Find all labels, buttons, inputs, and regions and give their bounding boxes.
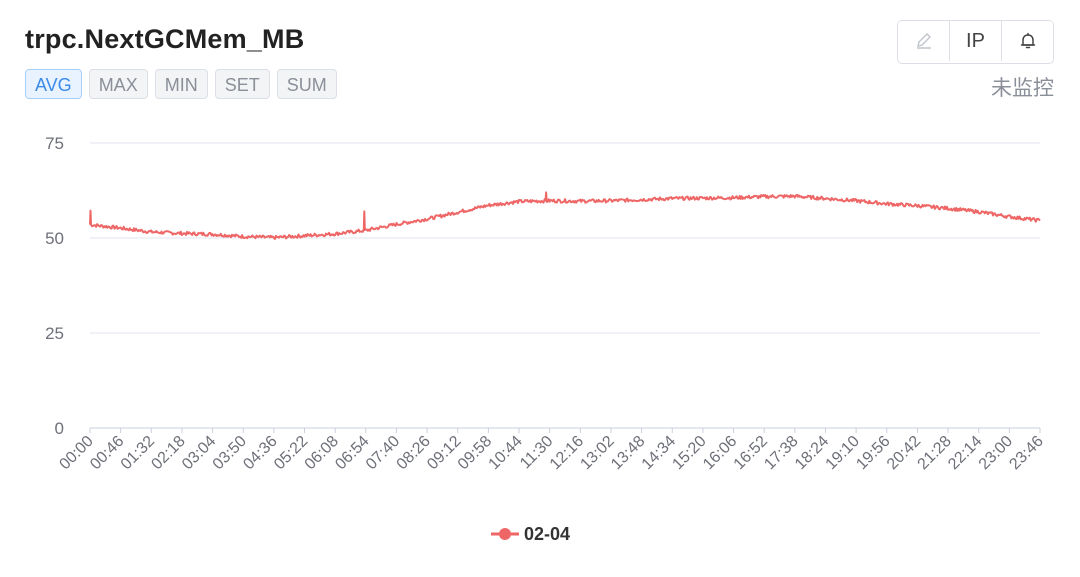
x-tick-label: 09:58 <box>455 433 495 473</box>
pencil-icon <box>916 33 931 49</box>
x-tick-label: 15:20 <box>669 433 709 473</box>
y-tick-label: 25 <box>45 324 64 343</box>
x-tick-label: 13:02 <box>577 433 617 473</box>
tab-max[interactable]: MAX <box>88 69 148 99</box>
tab-set[interactable]: SET <box>214 69 270 99</box>
toolbar: IP <box>897 20 1054 64</box>
y-tick-label: 75 <box>45 134 64 153</box>
aggregation-tabs: AVG MAX MIN SET SUM <box>25 69 337 99</box>
x-tick-label: 14:34 <box>639 433 679 473</box>
x-tick-label: 16:52 <box>731 433 771 473</box>
x-tick-label: 23:46 <box>1006 433 1046 473</box>
x-tick-label: 10:44 <box>486 433 526 473</box>
edit-button[interactable] <box>898 21 950 61</box>
x-tick-label: 03:50 <box>210 433 250 473</box>
tab-min[interactable]: MIN <box>154 69 208 99</box>
legend-marker <box>499 528 511 540</box>
x-tick-label: 18:24 <box>792 433 832 473</box>
bell-icon <box>1020 32 1035 49</box>
x-tick-label: 09:12 <box>424 433 464 473</box>
x-tick-label: 19:56 <box>853 433 893 473</box>
series-line-02-04 <box>89 191 1041 240</box>
x-tick-label: 01:32 <box>118 433 158 473</box>
tab-sum[interactable]: SUM <box>276 69 337 99</box>
metric-title: trpc.NextGCMem_MB <box>25 24 305 54</box>
x-tick-label: 21:28 <box>915 433 955 473</box>
x-tick-label: 20:42 <box>884 433 924 473</box>
x-tick-label: 13:48 <box>608 433 648 473</box>
x-tick-label: 22:14 <box>945 433 985 473</box>
x-tick-label: 05:22 <box>271 433 311 473</box>
x-tick-label: 00:00 <box>56 433 96 473</box>
x-tick-label: 04:36 <box>240 433 280 473</box>
x-tick-label: 07:40 <box>363 433 403 473</box>
x-tick-label: 00:46 <box>87 433 127 473</box>
x-tick-label: 23:00 <box>976 433 1016 473</box>
monitor-status: 未监控 <box>991 77 1054 100</box>
tab-avg[interactable]: AVG <box>25 69 82 99</box>
x-tick-label: 03:04 <box>179 433 219 473</box>
x-tick-label: 06:08 <box>302 433 342 473</box>
x-tick-label: 17:38 <box>761 433 801 473</box>
alarm-button[interactable] <box>1002 21 1053 61</box>
legend-label: 02-04 <box>524 524 570 544</box>
x-tick-label: 08:26 <box>394 433 434 473</box>
ip-button[interactable]: IP <box>950 21 1002 61</box>
x-tick-label: 11:30 <box>517 433 557 473</box>
y-tick-label: 50 <box>45 229 64 248</box>
x-tick-label: 02:18 <box>148 433 188 473</box>
x-tick-label: 06:54 <box>332 433 372 473</box>
y-tick-label: 0 <box>55 419 64 438</box>
x-tick-label: 19:10 <box>823 433 863 473</box>
x-tick-label: 16:06 <box>700 433 740 473</box>
x-tick-label: 12:16 <box>547 433 587 473</box>
